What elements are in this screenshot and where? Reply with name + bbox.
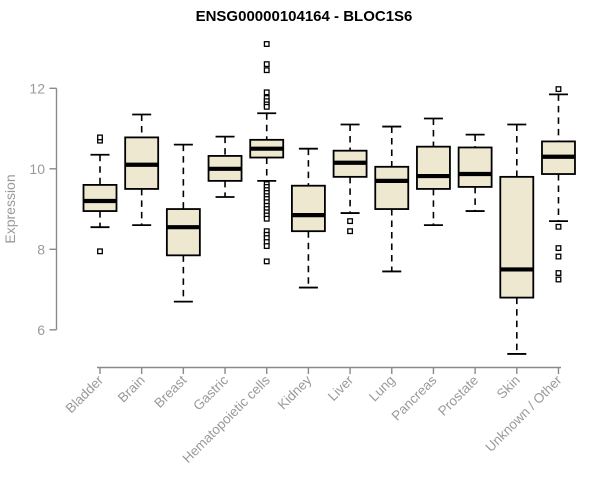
outlier-point bbox=[555, 253, 562, 260]
box-rect bbox=[499, 175, 535, 299]
y-tick-label: 8 bbox=[37, 241, 45, 257]
outlier-point bbox=[263, 258, 270, 265]
outlier-point bbox=[555, 223, 562, 230]
x-tick-label-prostate: Prostate bbox=[435, 373, 481, 419]
outlier-point bbox=[555, 86, 562, 93]
box-rect bbox=[457, 146, 493, 188]
box-group-breast bbox=[165, 143, 201, 303]
x-tick-label-breast: Breast bbox=[151, 372, 189, 410]
outlier-point bbox=[555, 245, 562, 252]
x-tick-label-liver: Liver bbox=[325, 372, 357, 404]
outlier-point bbox=[555, 270, 562, 276]
box-group-bladder bbox=[82, 134, 118, 255]
y-tick-label: 6 bbox=[37, 322, 45, 338]
box-group-gastric bbox=[207, 135, 243, 198]
box-rect bbox=[374, 165, 410, 210]
x-tick-label-brain: Brain bbox=[115, 373, 148, 406]
box-group-liver bbox=[332, 123, 368, 235]
outlier-point bbox=[263, 103, 270, 110]
box-rect bbox=[82, 183, 118, 212]
box-group-lung bbox=[374, 125, 410, 273]
outlier-point bbox=[347, 228, 354, 235]
outlier-point bbox=[263, 67, 270, 74]
outlier-point bbox=[263, 89, 270, 96]
box-rect bbox=[416, 145, 451, 190]
outlier-point bbox=[263, 41, 270, 47]
x-tick-label-skin: Skin bbox=[494, 373, 523, 402]
x-tick-label-kidney: Kidney bbox=[275, 372, 315, 412]
outlier-point bbox=[263, 215, 270, 222]
x-tick-label-bladder: Bladder bbox=[63, 372, 107, 416]
box-group-skin bbox=[499, 123, 535, 355]
x-tick-label-unknown-other: Unknown / Other bbox=[482, 372, 565, 455]
box-rect bbox=[165, 208, 201, 257]
box-group-hematopoietic-cells bbox=[249, 41, 285, 265]
box-group-pancreas bbox=[416, 117, 451, 227]
box-group-unknown-other bbox=[541, 86, 576, 283]
y-tick-label: 12 bbox=[29, 80, 45, 96]
chart-title: ENSG00000104164 - BLOC1S6 bbox=[196, 8, 413, 25]
y-tick-label: 10 bbox=[29, 161, 45, 177]
x-tick-label-gastric: Gastric bbox=[190, 372, 231, 413]
box-group-prostate bbox=[457, 133, 493, 212]
box-group-brain bbox=[124, 113, 160, 227]
outlier-point bbox=[97, 134, 103, 141]
outlier-point bbox=[555, 276, 562, 283]
x-tick-label-lung: Lung bbox=[366, 373, 398, 405]
x-tick-label-pancreas: Pancreas bbox=[389, 372, 440, 423]
outlier-point bbox=[97, 248, 103, 255]
outlier-point bbox=[347, 218, 354, 225]
y-axis-label: Expression bbox=[2, 174, 18, 243]
box-rect bbox=[290, 184, 326, 233]
outlier-point bbox=[263, 243, 270, 250]
outlier-point bbox=[263, 61, 270, 68]
box-group-kidney bbox=[290, 147, 326, 289]
